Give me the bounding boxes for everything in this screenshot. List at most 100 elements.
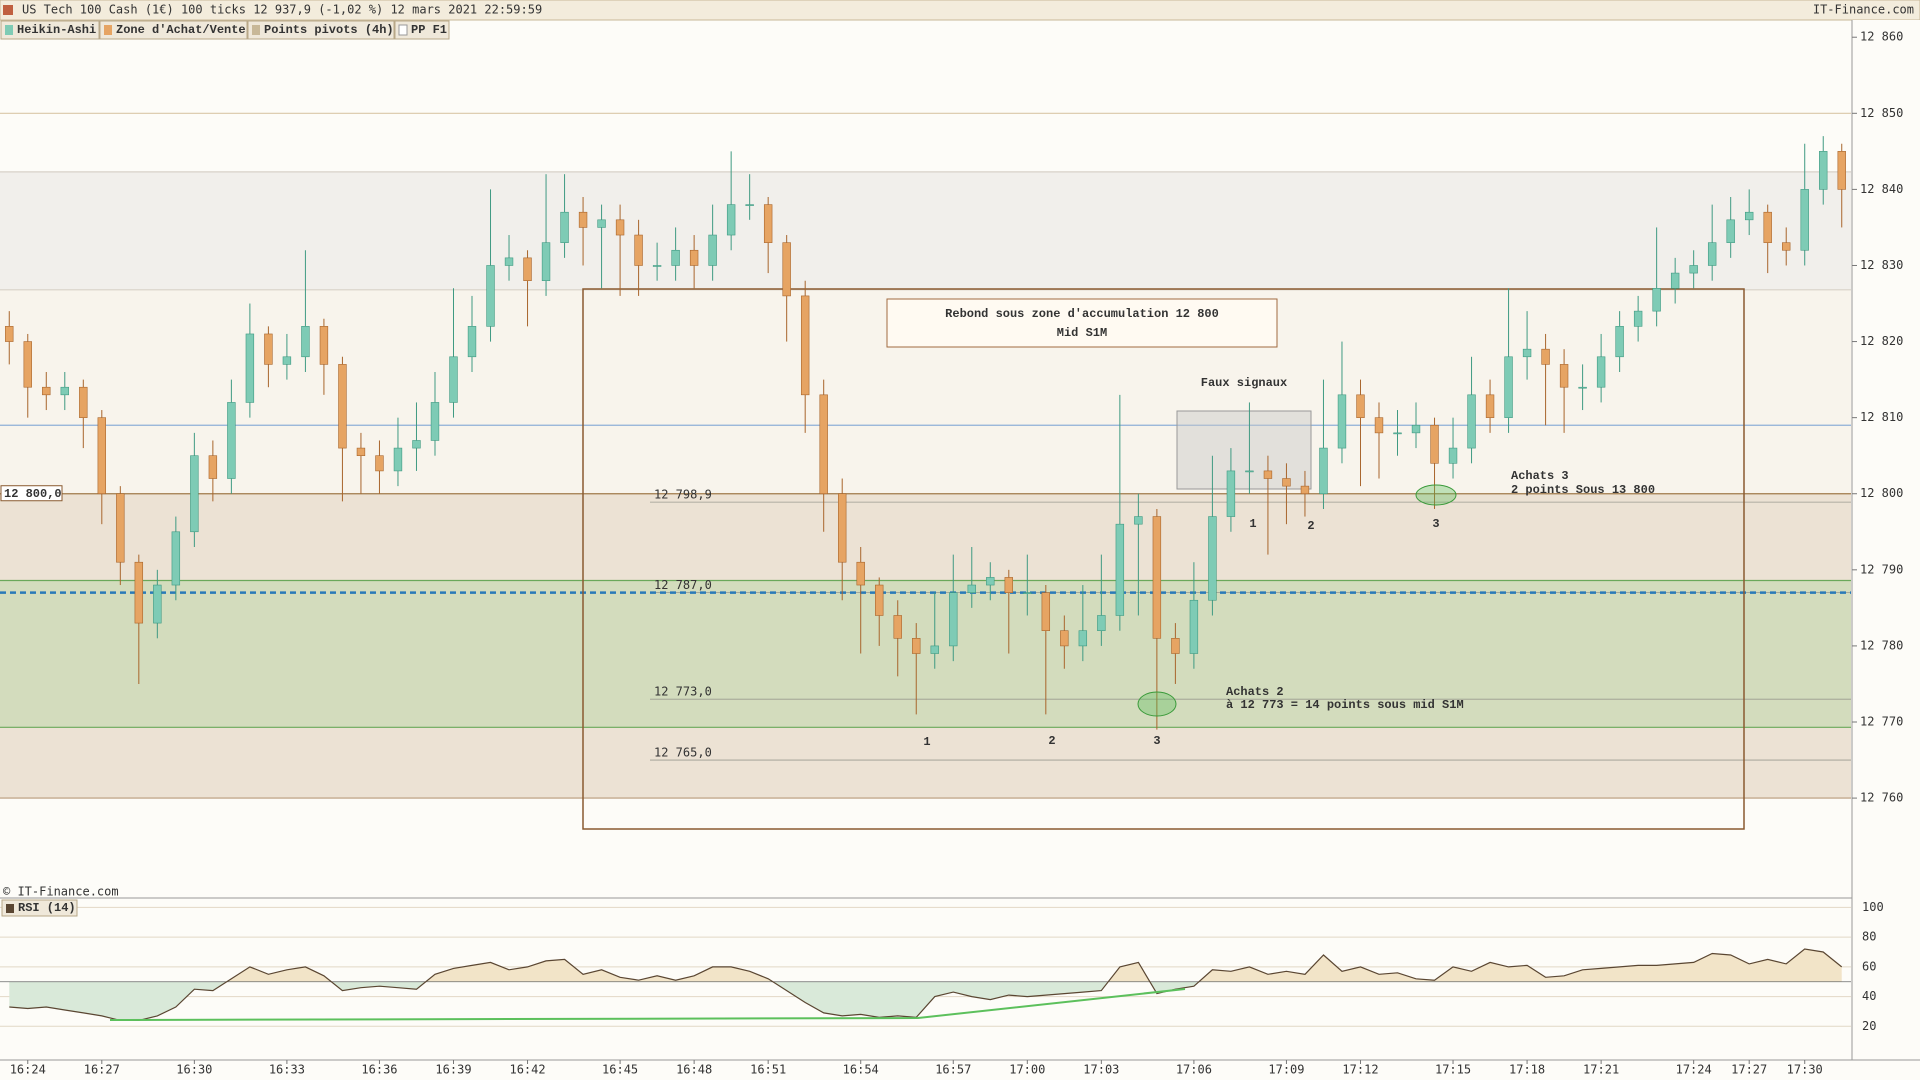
annotation: Achats 3: [1511, 469, 1569, 483]
candle-body: [60, 386, 69, 396]
candle-body: [1393, 432, 1402, 435]
tab[interactable]: [394, 20, 450, 40]
candle-body: [1504, 356, 1513, 418]
candle-body: [1226, 470, 1236, 517]
annotation: Faux signaux: [1201, 376, 1287, 390]
y-tick-label: 12 860: [1860, 30, 1903, 44]
level-label: 12 765,0: [654, 746, 712, 760]
y-tick-label: 40: [1862, 989, 1876, 1003]
annotation: Mid S1M: [1057, 326, 1107, 340]
candle-body: [1189, 599, 1199, 654]
candle-body: [930, 645, 939, 654]
candle-body: [893, 615, 902, 639]
logo: [3, 5, 13, 15]
y-tick-label: 80: [1862, 930, 1876, 944]
candle-body: [171, 531, 181, 586]
signal-ellipse: [1137, 691, 1177, 717]
candle-body: [1782, 242, 1791, 251]
candle-body: [338, 364, 347, 449]
x-tick-label: 16:24: [10, 1063, 46, 1077]
candle-body: [1411, 424, 1421, 434]
y-tick-label: 12 770: [1860, 715, 1903, 729]
x-tick-label: 16:45: [602, 1063, 638, 1077]
candle-body: [1282, 478, 1291, 487]
axis-bg: [1852, 20, 1920, 1060]
x-tick-label: 16:33: [269, 1063, 305, 1077]
y-tick-label: 12 780: [1860, 638, 1903, 652]
candle-body: [1060, 630, 1069, 647]
candle-body: [708, 234, 717, 266]
candle-body: [1134, 516, 1143, 525]
y-tick-label: 60: [1862, 959, 1876, 973]
tab[interactable]: [247, 20, 395, 40]
candle-body: [5, 326, 14, 342]
candle-body: [578, 211, 588, 228]
candle-body: [301, 326, 310, 358]
candle-body: [1522, 348, 1532, 358]
rsi-area: [226, 949, 1842, 982]
tab-icon: [252, 25, 260, 35]
candle-body: [97, 417, 107, 495]
count-label: 1: [1249, 517, 1256, 531]
candle-body: [1800, 189, 1809, 251]
tab-label: Points pivots (4h): [264, 23, 394, 37]
candle-body: [1319, 447, 1328, 495]
y-tick-label: 20: [1862, 1019, 1876, 1033]
y-tick-label: 100: [1862, 900, 1884, 914]
candle-body: [1726, 219, 1735, 243]
candle-body: [1819, 151, 1828, 190]
candle-body: [356, 447, 366, 456]
x-tick-label: 16:54: [843, 1063, 879, 1077]
candle-body: [986, 577, 995, 586]
candle-body: [430, 402, 440, 441]
x-tick-label: 17:30: [1787, 1063, 1823, 1077]
candle-body: [79, 386, 88, 418]
candle-body: [486, 265, 495, 327]
zone: [0, 580, 1851, 728]
candle-body: [1837, 151, 1846, 190]
candle-body: [689, 249, 699, 266]
candle-body: [42, 386, 51, 396]
candle-body: [1097, 615, 1106, 631]
y-tick-label: 12 810: [1860, 410, 1903, 424]
x-tick-label: 17:12: [1342, 1063, 1378, 1077]
candle-body: [1652, 288, 1661, 312]
x-tick-label: 17:00: [1009, 1063, 1045, 1077]
rsi-tab[interactable]: [1, 899, 78, 917]
candle-body: [634, 234, 643, 266]
level-label: 12 787,0: [654, 578, 712, 592]
signal-ellipse: [1415, 484, 1457, 506]
candle-body: [800, 295, 810, 396]
x-tick-label: 17:27: [1731, 1063, 1767, 1077]
x-tick-label: 16:48: [676, 1063, 712, 1077]
candle-body: [523, 257, 532, 281]
y-tick-label: 12 790: [1860, 562, 1903, 576]
x-tick-label: 17:06: [1176, 1063, 1212, 1077]
rsi-title: RSI (14): [18, 901, 76, 915]
candle-body: [782, 242, 791, 297]
candle-body: [819, 394, 828, 495]
tab[interactable]: [0, 20, 100, 40]
x-tick-label: 16:30: [176, 1063, 212, 1077]
candle-body: [1707, 242, 1717, 266]
highlight-box: [582, 288, 1745, 830]
level-label: 12 798,9: [654, 488, 712, 502]
x-tick-label: 16:27: [84, 1063, 120, 1077]
zone: [0, 171, 1851, 290]
tab-icon: [6, 904, 14, 913]
x-tick-label: 17:09: [1268, 1063, 1304, 1077]
candle-body: [652, 265, 662, 267]
annotation: à 12 773 = 14 points sous mid S1M: [1226, 698, 1464, 712]
candle-body: [1689, 265, 1698, 274]
candle-body: [1467, 394, 1476, 449]
candle-body: [412, 440, 421, 449]
y-tick-label: 12 830: [1860, 258, 1903, 272]
tab[interactable]: [99, 20, 248, 40]
trend-line: [109, 988, 1186, 1021]
x-tick-label: 16:51: [750, 1063, 786, 1077]
candle-body: [1152, 516, 1162, 639]
candle-body: [1578, 386, 1587, 389]
candle-body: [504, 257, 514, 266]
candle-body: [208, 455, 218, 479]
